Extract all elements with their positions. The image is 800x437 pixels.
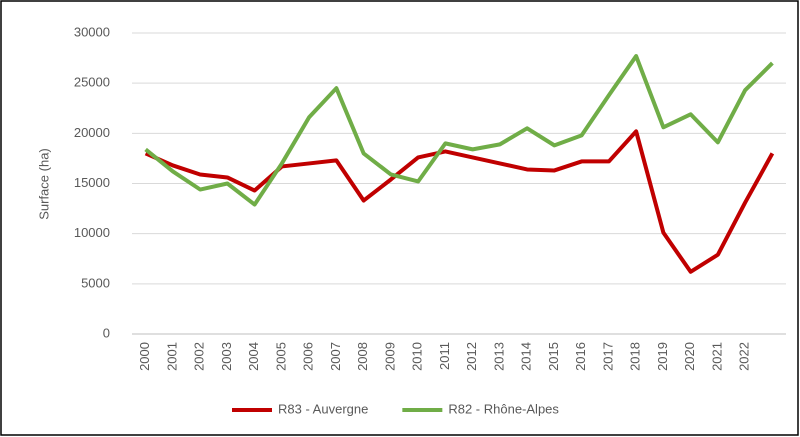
y-tick-label: 25000: [74, 75, 110, 90]
y-tick-label: 15000: [74, 175, 110, 190]
x-tick-label: 2003: [219, 342, 234, 371]
x-tick-label: 2001: [164, 342, 179, 371]
x-tick-label: 2015: [546, 342, 561, 371]
series-line: [144, 54, 774, 207]
y-tick-label: 20000: [74, 125, 110, 140]
x-tick-label: 2007: [328, 342, 343, 371]
x-tick-label: 2013: [491, 342, 506, 371]
x-tick-label: 2002: [192, 342, 207, 371]
x-tick-label: 2022: [737, 342, 752, 371]
x-tick-label: 2016: [573, 342, 588, 371]
x-tick-label: 2010: [410, 342, 425, 371]
x-tick-label: 2020: [682, 342, 697, 371]
x-tick-label: 2018: [628, 342, 643, 371]
series-line: [144, 129, 775, 274]
y-tick-label: 10000: [74, 225, 110, 240]
x-tick-label: 2006: [301, 342, 316, 371]
x-tick-label: 2014: [519, 342, 534, 371]
y-tick-label: 30000: [74, 24, 110, 39]
x-tick-label: 2017: [600, 342, 615, 371]
y-tick-label: 0: [103, 325, 110, 340]
x-tick-label: 2012: [464, 342, 479, 371]
x-tick-label: 2009: [382, 342, 397, 371]
y-tick-label: 5000: [81, 275, 110, 290]
x-tick-label: 2019: [655, 342, 670, 371]
legend-label: R82 - Rhône-Alpes: [448, 401, 559, 416]
x-tick-label: 2004: [246, 342, 261, 371]
x-tick-label: 2005: [273, 342, 288, 371]
y-axis-title: Surface (ha): [36, 148, 51, 220]
x-tick-label: 2021: [709, 342, 724, 371]
x-tick-label: 2000: [137, 342, 152, 371]
x-tick-label: 2008: [355, 342, 370, 371]
x-tick-label: 2011: [437, 342, 452, 370]
legend-label: R83 - Auvergne: [278, 401, 368, 416]
